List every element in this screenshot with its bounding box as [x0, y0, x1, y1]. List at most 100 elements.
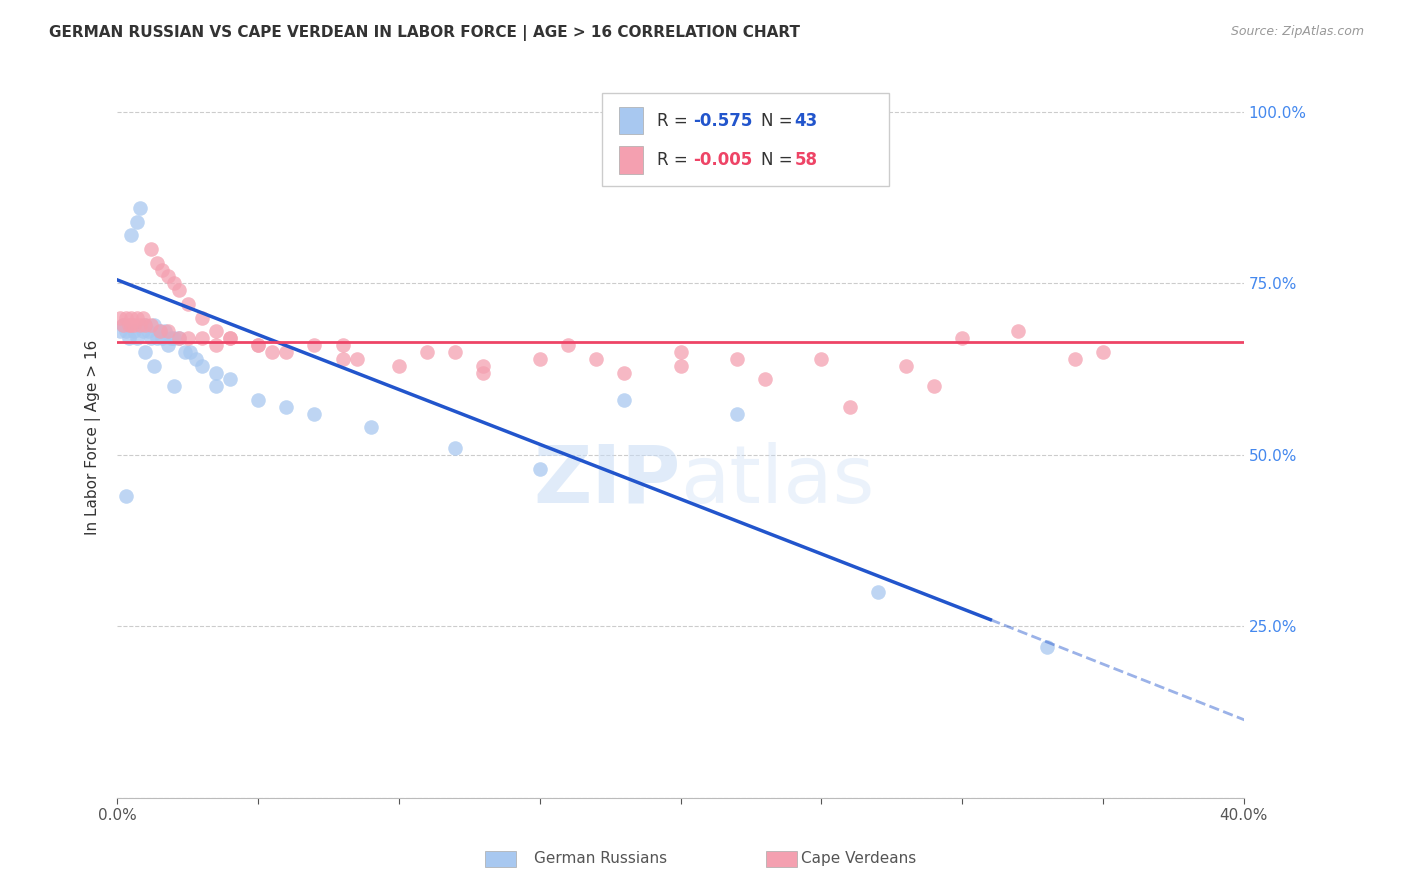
Point	[162, 277, 184, 291]
Point	[179, 345, 201, 359]
Text: German Russians: German Russians	[534, 851, 668, 865]
Point	[114, 324, 136, 338]
Point	[1035, 640, 1057, 654]
Point	[159, 331, 181, 345]
FancyBboxPatch shape	[602, 94, 889, 186]
Point	[117, 331, 139, 345]
Point	[184, 351, 207, 366]
Point	[156, 324, 179, 338]
Point	[190, 310, 212, 325]
Text: Source: ZipAtlas.com: Source: ZipAtlas.com	[1230, 25, 1364, 38]
Bar	[619, 146, 644, 174]
Point	[416, 345, 439, 359]
Point	[190, 331, 212, 345]
Point	[150, 331, 173, 345]
Point	[219, 331, 242, 345]
Point	[125, 214, 148, 228]
Point	[276, 345, 298, 359]
Point	[219, 331, 242, 345]
Point	[167, 331, 190, 345]
Point	[190, 359, 212, 373]
Point	[332, 351, 354, 366]
Point	[111, 318, 134, 332]
Point	[134, 345, 156, 359]
Point	[128, 318, 150, 332]
Point	[167, 283, 190, 297]
Point	[669, 345, 692, 359]
Point	[247, 338, 270, 352]
Point	[304, 407, 326, 421]
Point	[205, 366, 228, 380]
Text: atlas: atlas	[681, 442, 875, 520]
Point	[472, 366, 495, 380]
Text: 58: 58	[794, 151, 817, 169]
Point	[125, 310, 148, 325]
Point	[167, 331, 190, 345]
Point	[613, 366, 636, 380]
Point	[1063, 351, 1085, 366]
Point	[145, 331, 167, 345]
Point	[669, 359, 692, 373]
Point	[120, 318, 142, 332]
Point	[205, 379, 228, 393]
Point	[472, 359, 495, 373]
Point	[585, 351, 607, 366]
Point	[950, 331, 973, 345]
Point	[388, 359, 411, 373]
Point	[142, 318, 165, 332]
Point	[150, 262, 173, 277]
Point	[156, 338, 179, 352]
Point	[122, 318, 145, 332]
Point	[276, 400, 298, 414]
Text: Cape Verdeans: Cape Verdeans	[801, 851, 917, 865]
Point	[810, 351, 832, 366]
Text: -0.005: -0.005	[693, 151, 752, 169]
Point	[114, 489, 136, 503]
Point	[128, 201, 150, 215]
Point	[131, 310, 153, 325]
Point	[529, 461, 551, 475]
Point	[894, 359, 917, 373]
Point	[139, 331, 162, 345]
Text: R =: R =	[657, 151, 693, 169]
Text: ZIP: ZIP	[533, 442, 681, 520]
Bar	[619, 107, 644, 135]
Point	[125, 331, 148, 345]
Point	[247, 338, 270, 352]
Point	[205, 324, 228, 338]
Point	[176, 331, 198, 345]
Point	[444, 345, 467, 359]
Point	[304, 338, 326, 352]
Point	[219, 372, 242, 386]
Point	[922, 379, 945, 393]
Point	[262, 345, 284, 359]
Point	[613, 392, 636, 407]
Text: N =: N =	[761, 151, 797, 169]
Point	[1091, 345, 1114, 359]
Point	[108, 310, 131, 325]
Point	[122, 324, 145, 338]
Point	[332, 338, 354, 352]
Point	[444, 441, 467, 455]
Point	[1007, 324, 1029, 338]
Point	[114, 310, 136, 325]
Point	[120, 310, 142, 325]
Point	[117, 318, 139, 332]
Point	[139, 242, 162, 256]
Point	[120, 228, 142, 243]
Text: 43: 43	[794, 112, 817, 129]
Point	[111, 318, 134, 332]
Point	[153, 324, 176, 338]
Y-axis label: In Labor Force | Age > 16: In Labor Force | Age > 16	[86, 340, 101, 535]
Point	[134, 318, 156, 332]
Point	[346, 351, 368, 366]
Point	[529, 351, 551, 366]
Point	[173, 345, 195, 359]
Point	[838, 400, 860, 414]
Point	[205, 338, 228, 352]
Point	[134, 318, 156, 332]
Point	[145, 256, 167, 270]
Point	[866, 585, 889, 599]
Point	[725, 351, 748, 366]
Text: GERMAN RUSSIAN VS CAPE VERDEAN IN LABOR FORCE | AGE > 16 CORRELATION CHART: GERMAN RUSSIAN VS CAPE VERDEAN IN LABOR …	[49, 25, 800, 41]
